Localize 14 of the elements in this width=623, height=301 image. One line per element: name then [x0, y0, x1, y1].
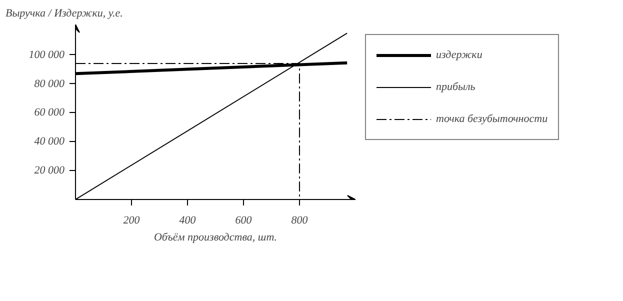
x-axis-title: Объём производства, шт.: [154, 232, 278, 244]
x-tick-label: 200: [123, 214, 140, 226]
x-tick-label: 600: [235, 214, 252, 226]
legend-label: точка безубыточности: [436, 113, 548, 125]
x-tick-label: 400: [179, 214, 196, 226]
y-tick-label: 40 000: [34, 136, 65, 148]
y-tick-label: 20 000: [34, 164, 65, 177]
legend-label: прибыль: [436, 81, 476, 93]
y-axis-title: Выручка / Издержки, у.е.: [6, 8, 123, 20]
x-tick-label: 800: [291, 214, 308, 226]
y-tick-label: 80 000: [34, 78, 65, 90]
y-tick-label: 60 000: [34, 106, 65, 119]
legend-label: издержки: [436, 49, 482, 61]
y-tick-label: 100 000: [28, 48, 65, 61]
